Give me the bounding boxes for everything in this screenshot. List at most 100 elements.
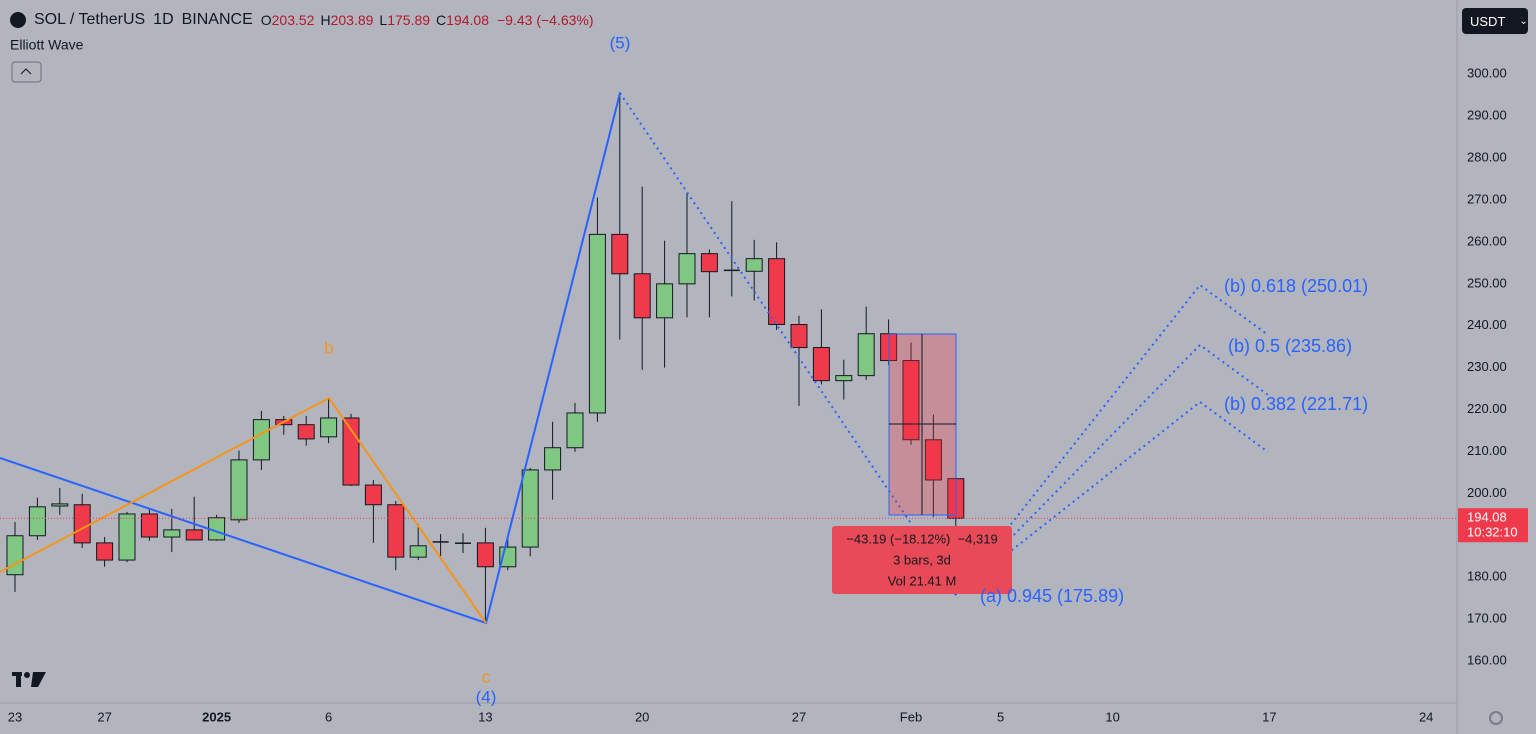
measure-text: −43.19 (−18.12%) −4,319 [846, 531, 997, 546]
candle-body [163, 529, 181, 538]
y-tick-label: 200.00 [1467, 485, 1507, 500]
currency: USDT [1470, 13, 1506, 29]
last-price-label: 194.08 [1467, 510, 1507, 525]
ohlc-item: H203.89 [320, 12, 373, 28]
wave-label: c [482, 667, 491, 686]
candle-body [768, 258, 786, 325]
x-tick-label: 10 [1105, 709, 1119, 724]
candle-body [51, 503, 69, 507]
candle-body [857, 333, 875, 377]
x-tick-label: 23 [8, 709, 22, 724]
measure-text: Vol 21.41 M [888, 573, 957, 588]
fib-label: (a) 0.945 (175.89) [980, 586, 1124, 606]
x-tick-label: 24 [1419, 709, 1433, 724]
ohlc: O203.52 H203.89 L175.89 C194.08 [261, 12, 489, 28]
x-tick-label: Feb [900, 709, 922, 724]
candle-body [566, 412, 584, 449]
candle-body [723, 269, 740, 272]
ohlc-value: 203.89 [330, 12, 374, 28]
candle-body [185, 529, 203, 541]
interval[interactable]: 1D [153, 11, 174, 28]
symbol-logo [10, 12, 26, 28]
tv-logo [12, 672, 46, 687]
last-price-tag [1458, 508, 1528, 543]
candle-body [73, 504, 91, 544]
candle-body [28, 506, 46, 537]
y-tick-label: 300.00 [1467, 66, 1507, 81]
candle-body [544, 447, 562, 471]
ohlc-value: 175.89 [387, 12, 431, 28]
candle-body [812, 347, 830, 382]
y-tick-label: 250.00 [1467, 275, 1507, 290]
candle-body [297, 424, 315, 440]
wave-label: (5) [610, 33, 631, 52]
measure-text: 3 bars, 3d [893, 552, 951, 567]
change: −9.43 (−4.63%) [497, 12, 594, 28]
candle-body [656, 283, 674, 319]
candle-body [476, 542, 494, 568]
y-tick-label: 160.00 [1467, 653, 1507, 668]
y-tick-label: 260.00 [1467, 233, 1507, 248]
y-tick-label: 280.00 [1467, 150, 1507, 165]
symbol[interactable]: SOL / TetherUS [34, 11, 146, 28]
candle-body [387, 504, 405, 558]
countdown: 10:32:10 [1467, 525, 1518, 540]
wave-line [0, 396, 487, 624]
x-tick-label: 6 [325, 709, 332, 724]
fib-label: (b) 0.382 (221.71) [1224, 394, 1368, 414]
x-tick-label: 27 [97, 709, 111, 724]
candle-body [902, 360, 920, 441]
candle-body [455, 542, 471, 544]
wave-label: (4) [476, 687, 497, 706]
ohlc-item: L175.89 [379, 12, 430, 28]
fib-label: (b) 0.618 (250.01) [1224, 276, 1368, 296]
ohlc-item: C194.08 [436, 12, 489, 28]
candle-body [6, 535, 24, 576]
candle-body [320, 417, 338, 438]
currency-select[interactable]: USDT ⌄ [1462, 8, 1528, 34]
fib-label: (b) 0.5 (235.86) [1228, 336, 1352, 356]
ohlc-label: C [436, 12, 447, 28]
legend: SOL / TetherUS 1D BINANCE O203.52 H203.89… [34, 11, 594, 29]
x-tick-label: 5 [997, 709, 1004, 724]
candle-body [118, 513, 136, 561]
measure-box [832, 526, 1012, 594]
candle-body [835, 375, 853, 382]
y-tick-label: 230.00 [1467, 359, 1507, 374]
collapse-icon [20, 68, 32, 75]
wave-label: b [324, 338, 333, 357]
x-tick-label: 2025 [202, 709, 231, 724]
y-tick-label: 290.00 [1467, 108, 1507, 123]
ohlc-value: 203.52 [271, 12, 315, 28]
x-tick-label: 20 [635, 709, 649, 724]
candle-body [633, 273, 651, 319]
candle-body [230, 459, 248, 521]
candle-body [409, 545, 427, 558]
y-tick-label: 220.00 [1467, 401, 1507, 416]
candle-body [140, 513, 158, 538]
candle-body [521, 469, 539, 548]
fib-projection [954, 400, 1269, 596]
settings-icon[interactable] [1489, 711, 1503, 725]
candle-body [96, 542, 114, 561]
ohlc-label: H [320, 12, 331, 28]
caret: ⌄ [1519, 15, 1528, 27]
y-tick-label: 210.00 [1467, 443, 1507, 458]
candle-body [700, 253, 718, 273]
candle-body [432, 541, 449, 543]
candle-body [745, 258, 763, 272]
ohlc-item: O203.52 [261, 12, 315, 28]
y-tick-label: 170.00 [1467, 611, 1507, 626]
exchange: BINANCE [181, 11, 253, 28]
x-tick-label: 13 [478, 709, 492, 724]
collapse-button[interactable] [11, 61, 42, 83]
y-tick-label: 240.00 [1467, 317, 1507, 332]
candle-body [588, 233, 606, 414]
candle-body [364, 484, 382, 506]
ohlc-label: L [379, 12, 388, 28]
candle-body [924, 439, 942, 481]
candle-body [790, 323, 808, 349]
indicator-name: Elliott Wave [10, 37, 84, 53]
